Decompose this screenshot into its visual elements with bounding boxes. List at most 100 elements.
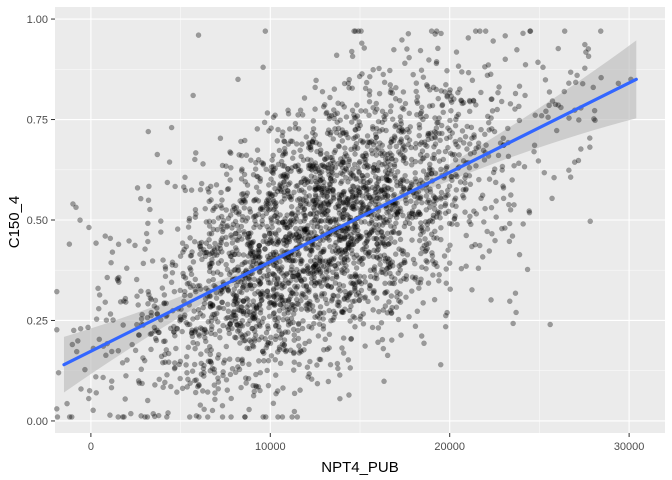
- scatter-point: [347, 238, 354, 245]
- scatter-point: [404, 252, 411, 258]
- scatter-point: [145, 397, 151, 404]
- scatter-point: [424, 245, 430, 252]
- scatter-point: [257, 369, 264, 376]
- scatter-point: [316, 257, 323, 263]
- scatter-point: [308, 178, 314, 185]
- scatter-point: [311, 207, 318, 213]
- scatter-point: [399, 146, 406, 152]
- scatter-point: [229, 257, 236, 264]
- scatter-point: [367, 139, 373, 146]
- scatter-point: [102, 299, 108, 305]
- scatter-point: [356, 235, 362, 242]
- scatter-point: [248, 240, 255, 246]
- scatter-point: [180, 273, 187, 280]
- scatter-point: [382, 280, 388, 287]
- scatter-point: [531, 142, 538, 148]
- scatter-point: [247, 259, 253, 265]
- scatter-point: [291, 349, 297, 356]
- scatter-point: [357, 137, 364, 144]
- scatter-point: [135, 302, 141, 308]
- scatter-point: [190, 259, 197, 265]
- scatter-point: [245, 375, 252, 382]
- scatter-point: [478, 89, 484, 96]
- scatter-point: [336, 143, 343, 150]
- scatter-point: [368, 138, 375, 144]
- scatter-point: [324, 208, 330, 214]
- scatter-point: [236, 152, 242, 158]
- scatter-point: [373, 272, 380, 278]
- scatter-point: [240, 283, 247, 289]
- scatter-point: [346, 158, 352, 164]
- scatter-point: [210, 219, 217, 225]
- scatter-point: [151, 324, 158, 331]
- scatter-point: [306, 141, 312, 147]
- scatter-point: [431, 151, 437, 158]
- scatter-point: [468, 221, 474, 228]
- scatter-point: [471, 149, 477, 156]
- scatter-point: [319, 88, 326, 95]
- scatter-point: [274, 388, 281, 394]
- scatter-point: [388, 103, 394, 109]
- scatter-point: [458, 98, 465, 104]
- scatter-point: [384, 176, 390, 182]
- scatter-point: [298, 278, 305, 284]
- scatter-point: [531, 148, 537, 155]
- scatter-point: [140, 355, 146, 361]
- scatter-point: [93, 390, 99, 396]
- scatter-point: [250, 393, 257, 399]
- scatter-point: [482, 131, 488, 138]
- scatter-point: [271, 271, 277, 278]
- scatter-point: [377, 261, 383, 267]
- scatter-point: [225, 308, 232, 314]
- scatter-point: [343, 251, 350, 257]
- scatter-point: [428, 28, 435, 34]
- scatter-point: [524, 266, 531, 273]
- scatter-point: [451, 197, 458, 203]
- scatter-point: [339, 130, 346, 136]
- scatter-point: [282, 297, 288, 304]
- scatter-point: [443, 266, 449, 272]
- scatter-point: [348, 336, 354, 342]
- scatter-point: [270, 400, 277, 406]
- scatter-point: [301, 227, 308, 233]
- scatter-point: [244, 190, 251, 196]
- scatter-point: [147, 331, 154, 337]
- scatter-point: [426, 240, 432, 246]
- scatter-point: [424, 199, 430, 205]
- scatter-point: [397, 139, 403, 146]
- scatter-point: [298, 201, 304, 207]
- scatter-point: [512, 90, 519, 97]
- scatter-point: [272, 249, 279, 255]
- scatter-point: [203, 240, 210, 246]
- scatter-point: [386, 299, 392, 305]
- scatter-point: [255, 211, 262, 218]
- scatter-point: [366, 179, 372, 185]
- scatter-point: [239, 358, 245, 364]
- scatter-point: [430, 84, 437, 91]
- scatter-point: [402, 197, 409, 203]
- scatter-point: [538, 112, 545, 119]
- scatter-point: [343, 114, 350, 120]
- scatter-point: [389, 116, 396, 122]
- scatter-point: [219, 162, 226, 169]
- scatter-point: [421, 340, 427, 346]
- scatter-point: [412, 170, 418, 176]
- scatter-point: [217, 290, 224, 297]
- scatter-point: [440, 109, 446, 116]
- scatter-point: [280, 129, 286, 135]
- scatter-point: [437, 137, 443, 144]
- scatter-point: [306, 287, 312, 293]
- scatter-point: [291, 359, 297, 365]
- scatter-point: [486, 248, 493, 254]
- y-axis-title: C150_4: [6, 196, 23, 249]
- scatter-point: [444, 93, 450, 99]
- scatter-point: [312, 132, 318, 138]
- scatter-point: [236, 307, 242, 314]
- scatter-point: [363, 243, 370, 250]
- scatter-point: [348, 335, 354, 342]
- scatter-point: [439, 102, 446, 108]
- scatter-point: [383, 216, 389, 223]
- scatter-point: [442, 148, 449, 155]
- scatter-point: [267, 280, 274, 286]
- scatter-point: [454, 221, 460, 228]
